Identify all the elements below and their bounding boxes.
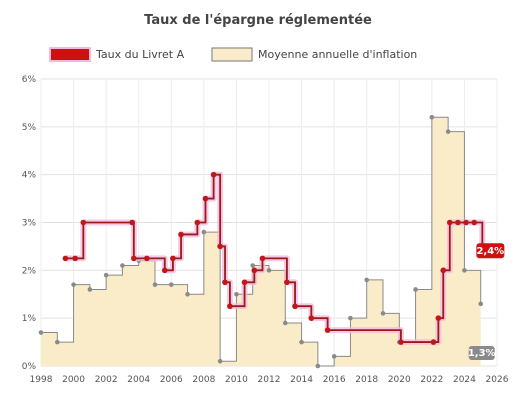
- inflation-point: [54, 339, 60, 345]
- legend-swatch-inflation: [211, 47, 253, 62]
- inflation-point: [315, 363, 321, 369]
- livret-a-point: [251, 267, 258, 274]
- livret-a-point: [202, 195, 209, 202]
- y-tick-label: 3%: [22, 219, 37, 229]
- x-tick-label: 2006: [160, 375, 183, 385]
- x-tick-label: 1998: [30, 375, 53, 385]
- inflation-point: [168, 282, 174, 287]
- x-axis-ticks: 1998 2000 2002 2004 2006 2008 2010 2012 2014 2016…: [30, 375, 509, 385]
- legend-swatch-livret-a: [49, 47, 91, 62]
- inflation-point: [348, 315, 353, 321]
- livret-a-point: [446, 219, 453, 226]
- end-label-livret-a-text: 2,4%: [476, 246, 504, 257]
- x-tick-label: 2016: [323, 375, 346, 385]
- end-label-livret-a-bg: [476, 243, 505, 259]
- end-label-inflation-text: 1,3%: [468, 348, 496, 359]
- inflation-point: [299, 339, 304, 345]
- livret-a-point: [241, 279, 248, 286]
- livret-a-point: [217, 243, 223, 250]
- inflation-point: [445, 129, 451, 134]
- inflation-point: [282, 320, 288, 326]
- livret-a-point: [131, 255, 137, 262]
- x-tick-label: 2010: [225, 375, 248, 385]
- inflation-point: [234, 291, 239, 297]
- x-tick-label: 2022: [420, 375, 443, 385]
- livret-a-point: [292, 303, 298, 310]
- inflation-point: [120, 263, 125, 268]
- livret-a-point: [227, 303, 233, 310]
- legend-label-inflation: Moyenne annuelle d'inflation: [258, 48, 417, 61]
- x-tick-label: 2004: [127, 375, 150, 385]
- inflation-point: [103, 272, 109, 278]
- end-label-inflation: 1,3%: [468, 346, 496, 360]
- x-tick-label: 2020: [388, 375, 411, 385]
- livret-a-point: [398, 339, 404, 345]
- end-label-inflation-bg: [468, 346, 495, 360]
- x-tick-label: 2000: [62, 375, 85, 385]
- livret-a-point: [259, 255, 266, 262]
- y-tick-label: 5%: [22, 123, 37, 133]
- x-tick-label: 2026: [486, 375, 509, 385]
- livret-a-point: [455, 219, 461, 226]
- y-axis-ticks: 0% 1% 2% 3% 4% 5% 6%: [22, 75, 37, 372]
- legend-label-livret-a: Taux du Livret A: [95, 48, 185, 61]
- series-livret-a: [62, 171, 486, 346]
- y-tick-label: 6%: [22, 75, 37, 85]
- x-tick-label: 2014: [290, 375, 313, 385]
- x-tick-label: 2018: [355, 375, 378, 385]
- livret-a-point: [324, 327, 331, 333]
- livret-a-point: [471, 219, 478, 226]
- inflation-point: [364, 277, 370, 283]
- legend: Taux du Livret A Moyenne annuelle d'infl…: [49, 47, 417, 62]
- y-tick-label: 1%: [22, 314, 37, 324]
- inflation-point: [185, 291, 190, 297]
- x-tick-label: 2024: [453, 375, 476, 385]
- chart-title: Taux de l'épargne réglementée: [144, 13, 372, 28]
- livret-a-point: [161, 267, 168, 274]
- inflation-area: [41, 117, 481, 367]
- series-inflation: [38, 114, 484, 369]
- livret-a-point: [62, 255, 69, 262]
- livret-a-point: [80, 219, 87, 226]
- end-label-livret-a: 2,4%: [476, 243, 505, 259]
- x-tick-label: 2002: [95, 375, 118, 385]
- inflation-point: [429, 114, 435, 120]
- x-tick-label: 2008: [192, 375, 215, 385]
- inflation-point: [38, 330, 44, 335]
- inflation-point: [217, 358, 223, 364]
- inflation-point: [152, 282, 158, 287]
- livret-a-point: [430, 339, 437, 345]
- livret-a-point: [284, 279, 290, 286]
- inflation-point: [462, 268, 467, 273]
- inflation-point: [331, 354, 337, 359]
- y-tick-label: 4%: [22, 171, 37, 181]
- livret-a-point: [170, 255, 176, 262]
- inflation-point: [201, 229, 207, 235]
- inflation-point: [413, 287, 418, 292]
- livret-a-point: [129, 219, 135, 226]
- x-tick-label: 2012: [258, 375, 281, 385]
- inflation-line: [41, 116, 482, 367]
- inflation-point: [71, 282, 76, 287]
- livret-a-point: [222, 279, 228, 286]
- livret-a-point: [308, 315, 315, 321]
- inflation-point: [266, 268, 272, 273]
- livret-a-point: [194, 219, 201, 226]
- livret-a-point: [144, 255, 150, 262]
- inflation-point: [478, 301, 484, 307]
- inflation-point: [87, 287, 93, 292]
- inflation-point: [250, 263, 256, 268]
- livret-a-point: [463, 219, 469, 226]
- legend-item-livret-a[interactable]: Taux du Livret A: [49, 47, 185, 62]
- legend-item-inflation[interactable]: Moyenne annuelle d'inflation: [211, 47, 417, 62]
- livret-a-point: [435, 315, 442, 321]
- livret-a-point: [178, 231, 184, 238]
- y-tick-label: 0%: [22, 362, 37, 372]
- inflation-point: [380, 311, 386, 316]
- livret-a-point: [210, 171, 217, 178]
- livret-a-point: [440, 267, 447, 274]
- livret-a-point: [72, 255, 78, 262]
- y-tick-label: 2%: [22, 266, 37, 276]
